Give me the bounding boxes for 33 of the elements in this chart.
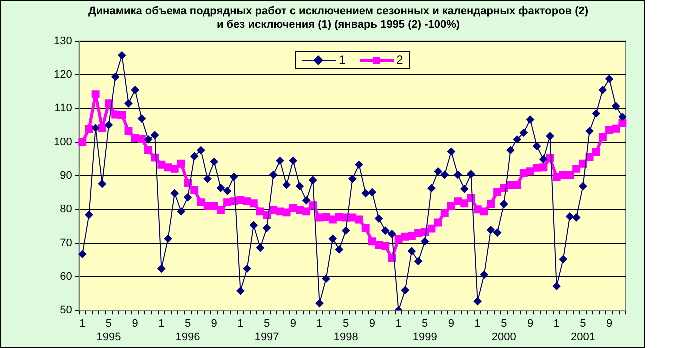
y-tick-label: 100	[54, 136, 72, 148]
x-tick-label: 1	[80, 318, 86, 330]
x-tick-label: 5 1999	[412, 318, 438, 344]
y-tick-label: 70	[60, 237, 72, 250]
x-tick-label: 9	[290, 318, 296, 330]
y-tick-label: 110	[54, 102, 72, 115]
x-tick-label: 1	[396, 318, 402, 330]
x-tick-label: 9	[132, 318, 138, 330]
x-tick-label: 1	[158, 318, 165, 330]
x-tick-label: 9	[527, 318, 534, 330]
x-tick-label: 5 1996	[176, 318, 200, 344]
y-tick-label: 80	[60, 204, 72, 216]
x-tick-label: 1	[474, 318, 481, 330]
y-tick-label: 60	[60, 270, 72, 283]
y-tick-label: 120	[54, 69, 72, 82]
x-tick-label: 9	[448, 318, 455, 330]
x-tick-label: 9	[369, 318, 376, 330]
x-tick-label: 5 1997	[254, 318, 280, 344]
legend-label: 2	[396, 53, 404, 68]
x-tick-label: 1	[316, 318, 323, 330]
x-tick-label: 5 2000	[492, 318, 516, 344]
y-tick-label: 50	[60, 304, 72, 317]
x-tick-label: 1	[554, 318, 560, 330]
legend-label: 1	[338, 53, 346, 68]
y-tick-label: 90	[60, 170, 72, 182]
x-tick-label: 9	[211, 318, 218, 330]
x-tick-label: 5 2001	[570, 318, 596, 344]
x-tick-label: 5 1998	[334, 318, 358, 344]
x-tick-label: 9	[606, 318, 613, 330]
x-tick-label: 5 1995	[96, 318, 122, 344]
y-tick-label: 130	[54, 35, 72, 48]
chart-title: Динамика объема подрядных работ с исключением сезонных и календарных факторов (2) и без исключения (1) (январь 1995 (2) -100%)	[88, 6, 589, 31]
x-tick-label: 1	[238, 318, 244, 330]
